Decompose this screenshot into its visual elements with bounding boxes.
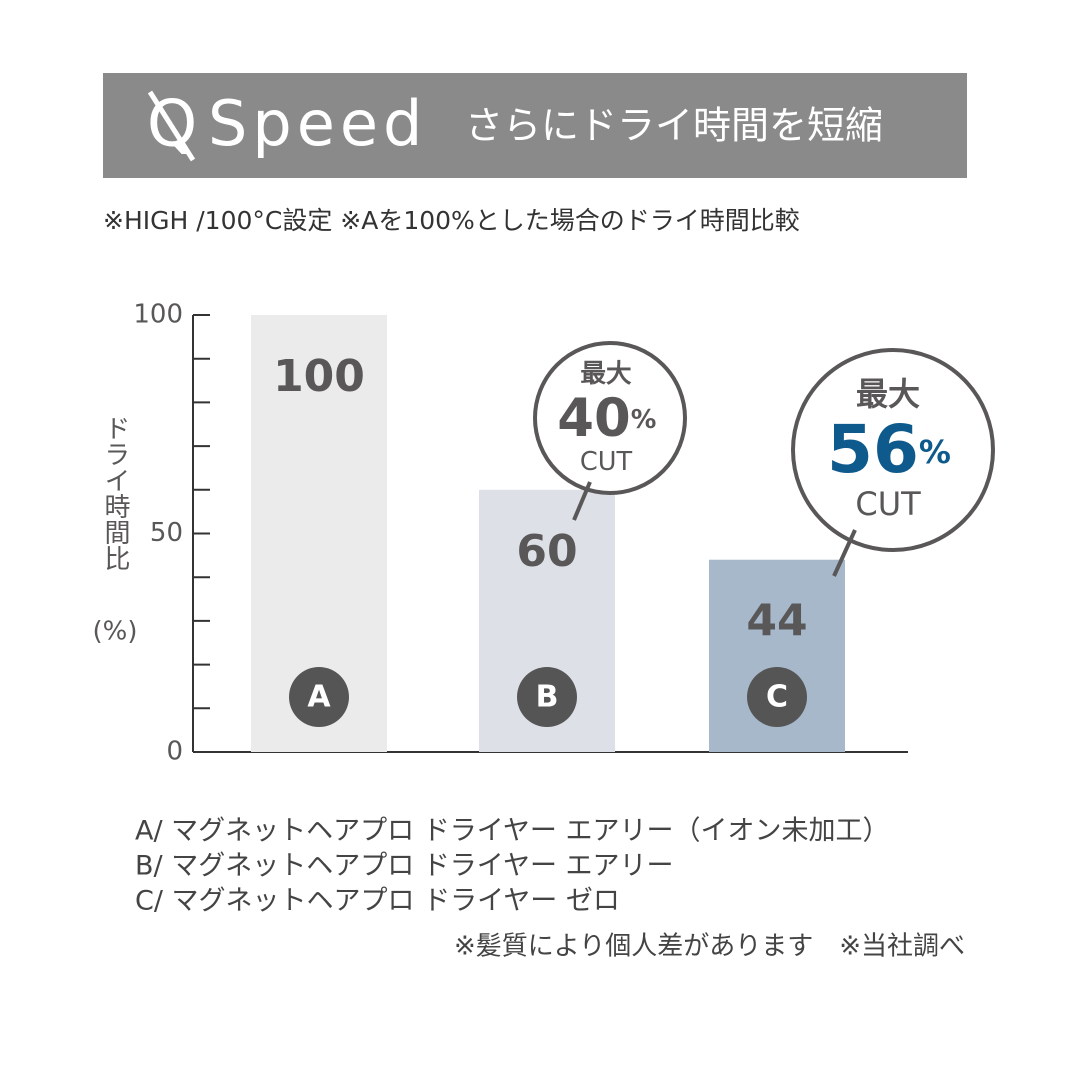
value-label: 100: [273, 351, 365, 402]
category-label: A: [307, 680, 331, 715]
y-tick-label: 0: [166, 737, 183, 767]
callout-bottom: CUT: [580, 447, 633, 477]
description: B/ マグネットヘアプロ ドライヤー エアリー: [135, 851, 674, 882]
category-badge: [517, 667, 577, 727]
callout-top: 最大: [856, 375, 920, 413]
category-badge: [747, 667, 807, 727]
callout-number: 40: [557, 388, 630, 449]
callout-pointer: [832, 529, 857, 577]
y-axis-unit: (%): [93, 617, 138, 647]
value-label: 60: [516, 526, 577, 577]
callout-bottom: CUT: [855, 485, 921, 523]
description: C/ マグネットヘアプロ ドライヤー ゼロ: [135, 886, 620, 917]
category-label: B: [536, 680, 559, 715]
callout-number: 56: [827, 411, 919, 488]
value-label: 44: [746, 596, 807, 647]
y-axis-label: ドライ時間比: [100, 415, 130, 571]
footnote: ※髪質により個人差があります ※当社調べ: [454, 932, 965, 962]
y-tick-label: 100: [133, 300, 183, 330]
callout-pointer: [572, 481, 592, 521]
callout-unit: %: [919, 433, 951, 471]
callout-unit: %: [631, 405, 657, 435]
header-banner: [103, 73, 967, 178]
logo-slash: [147, 90, 196, 162]
description: A/ マグネットヘアプロ ドライヤー エアリー（イオン未加工）: [135, 816, 890, 847]
callout-top: 最大: [580, 359, 632, 389]
category-badge: [289, 667, 349, 727]
callout-bubble: [533, 341, 687, 495]
callout-bubble: [791, 348, 995, 552]
category-label: C: [766, 680, 788, 715]
tagline: さらにドライ時間を短縮: [465, 104, 883, 148]
callout-value: 40%: [557, 388, 656, 449]
y-tick-label: 50: [150, 518, 183, 548]
callout-value: 56%: [827, 411, 951, 488]
brand: Speed: [208, 87, 427, 160]
subtitle: ※HIGH /100°C設定 ※Aを100%とした場合のドライ時間比較: [103, 206, 800, 235]
